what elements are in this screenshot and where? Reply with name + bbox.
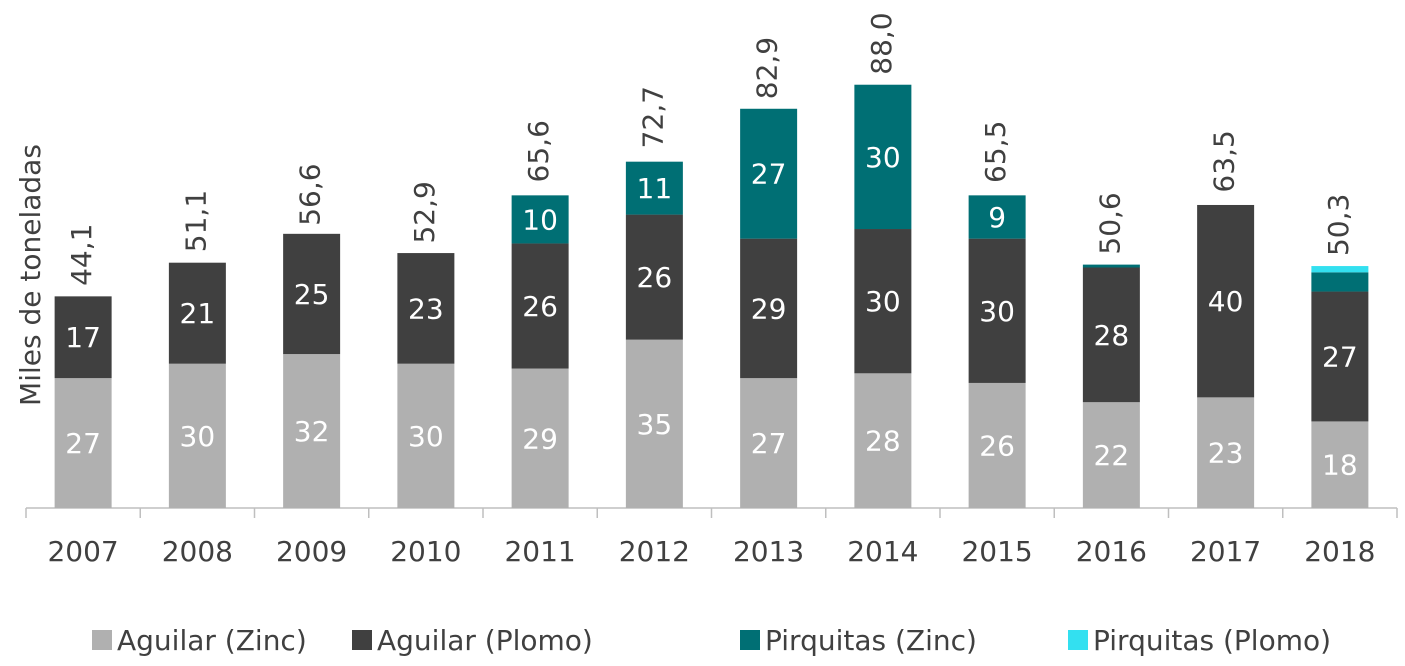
legend-label: Aguilar (Plomo) [377, 624, 593, 657]
segment-label: 28 [865, 425, 901, 458]
total-label: 44,1 [65, 224, 98, 286]
bar-segment [968, 382, 1026, 508]
segment-label: 32 [294, 415, 330, 448]
bar-segment [283, 233, 341, 355]
bar-segment [397, 253, 455, 364]
segment-label: 28 [1094, 319, 1130, 352]
segment-label: 25 [294, 278, 330, 311]
segment-label: 29 [751, 292, 787, 325]
segment-label: 9 [988, 201, 1006, 234]
segment-label: 30 [180, 420, 216, 453]
total-label: 88,0 [865, 12, 898, 74]
bar-segment [1311, 272, 1369, 292]
segment-label: 26 [979, 429, 1015, 462]
x-tick-label: 2009 [276, 535, 347, 568]
bar-segment [511, 243, 569, 369]
total-label: 63,5 [1208, 130, 1241, 192]
total-label: 50,3 [1322, 194, 1355, 256]
legend-label: Aguilar (Zinc) [117, 624, 307, 657]
total-label: 52,9 [408, 181, 441, 243]
bar-segment [1311, 266, 1369, 273]
legend-swatch [1068, 630, 1088, 650]
bar-segment [511, 195, 569, 244]
bar-segment [854, 229, 912, 374]
x-tick-label: 2008 [162, 535, 233, 568]
segment-label: 30 [865, 285, 901, 318]
bar-segment [54, 378, 112, 508]
segment-label: 29 [522, 422, 558, 455]
bar-segment [854, 84, 912, 230]
bar-segment [168, 262, 226, 364]
bar-segment [1082, 264, 1140, 268]
segment-label: 10 [522, 203, 558, 236]
x-tick-label: 2015 [961, 535, 1032, 568]
bar-segment [1082, 402, 1140, 508]
bar-segment [1311, 291, 1369, 422]
x-tick-label: 2013 [733, 535, 804, 568]
bar-segment [854, 373, 912, 508]
segment-label: 18 [1322, 449, 1358, 482]
segment-label: 35 [637, 408, 673, 441]
bar-segment [168, 363, 226, 508]
segment-label: 27 [65, 427, 101, 460]
x-tick-label: 2007 [47, 535, 118, 568]
bar-segment [1197, 397, 1255, 508]
total-label: 50,6 [1093, 192, 1126, 254]
bar-segment [511, 368, 569, 508]
legend-swatch [740, 630, 760, 650]
segment-label: 30 [979, 295, 1015, 328]
segment-label: 21 [180, 297, 216, 330]
x-tick-label: 2017 [1190, 535, 1261, 568]
x-tick-label: 2014 [847, 535, 918, 568]
bar-segment [1311, 421, 1369, 508]
bar-segment [740, 238, 798, 379]
x-tick-label: 2012 [619, 535, 690, 568]
x-tick-label: 2018 [1304, 535, 1375, 568]
segment-label: 23 [1208, 437, 1244, 470]
bar-segment [740, 108, 798, 239]
segment-label: 26 [522, 290, 558, 323]
bar-segment [1082, 267, 1140, 403]
segment-label: 27 [751, 427, 787, 460]
total-label: 72,7 [636, 86, 669, 148]
legend-swatch [92, 630, 112, 650]
bar-segment [1197, 204, 1255, 398]
bar-segment [740, 378, 798, 508]
segment-label: 27 [751, 158, 787, 191]
segment-label: 27 [1322, 340, 1358, 373]
bar-segment [54, 296, 112, 379]
legend-swatch [352, 630, 372, 650]
segment-label: 11 [637, 172, 673, 205]
segment-label: 26 [637, 261, 673, 294]
x-tick-label: 2016 [1076, 535, 1147, 568]
legend-label: Pirquitas (Zinc) [765, 624, 977, 657]
y-axis-label: Miles de toneladas [14, 144, 47, 406]
total-label: 65,5 [979, 121, 1012, 183]
x-tick-label: 2011 [504, 535, 575, 568]
total-label: 56,6 [294, 163, 327, 225]
segment-label: 17 [65, 321, 101, 354]
bar-segment [625, 161, 683, 215]
bar-segment [625, 339, 683, 508]
bar-segment [968, 195, 1026, 239]
segment-label: 23 [408, 292, 444, 325]
total-label: 65,6 [522, 120, 555, 182]
bar-segment [397, 363, 455, 508]
x-tick-label: 2010 [390, 535, 461, 568]
total-label: 51,1 [179, 190, 212, 252]
total-label: 82,9 [751, 37, 784, 99]
bar-segment [283, 354, 341, 508]
segment-label: 30 [865, 141, 901, 174]
segment-label: 30 [408, 420, 444, 453]
bar-segment [968, 238, 1026, 383]
legend-label: Pirquitas (Plomo) [1093, 624, 1331, 657]
segment-label: 40 [1208, 285, 1244, 318]
bar-segment [625, 214, 683, 340]
segment-label: 22 [1094, 439, 1130, 472]
